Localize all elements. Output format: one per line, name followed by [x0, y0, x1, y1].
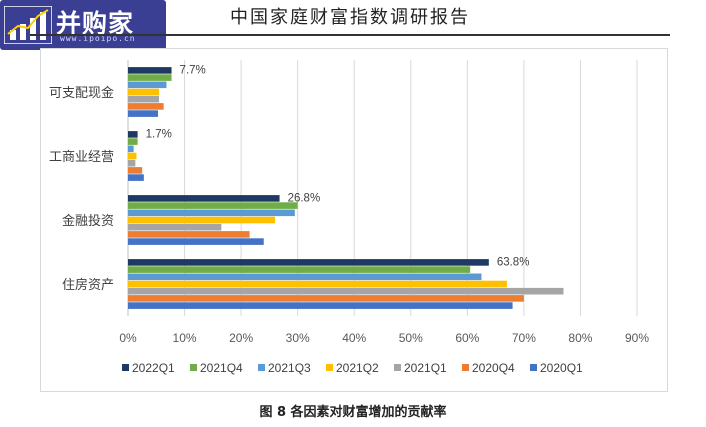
- bar: [128, 266, 471, 273]
- bar: [128, 145, 134, 153]
- legend-label: 2020Q4: [472, 361, 515, 375]
- legend-label: 2021Q2: [336, 361, 379, 375]
- figure-caption: 图 8 各因素对财富增加的贡献率: [259, 405, 447, 420]
- bar: [128, 202, 298, 209]
- legend-swatch: [530, 364, 537, 371]
- legend-swatch: [394, 364, 401, 371]
- category-label: 可支配现金: [49, 85, 114, 101]
- bar: [128, 295, 524, 302]
- report-title: 中国家庭财富指数调研报告: [230, 7, 470, 28]
- x-tick-label: 90%: [625, 331, 649, 345]
- bar-chart-logo-icon: [4, 6, 52, 44]
- x-tick-label: 70%: [512, 331, 536, 345]
- bar: [128, 159, 136, 167]
- bar: [128, 110, 158, 117]
- logo-url: www.ipoipo.cn: [60, 34, 136, 43]
- bar: [128, 152, 137, 160]
- legend-label: 2021Q1: [404, 361, 447, 375]
- bar: [128, 302, 513, 309]
- x-tick-label: 30%: [286, 331, 310, 345]
- x-tick-label: 60%: [455, 331, 479, 345]
- legend-swatch: [258, 364, 265, 371]
- category-label: 住房资产: [62, 277, 114, 293]
- x-tick-label: 50%: [399, 331, 423, 345]
- legend-swatch: [190, 364, 197, 371]
- legend-label: 2022Q1: [132, 361, 175, 375]
- legend-swatch: [122, 364, 129, 371]
- x-tick-label: 20%: [229, 331, 253, 345]
- bar: [128, 67, 172, 74]
- legend-label: 2021Q3: [268, 361, 311, 375]
- legend-label: 2021Q4: [200, 361, 243, 375]
- bar: [128, 195, 280, 202]
- bar: [128, 95, 160, 103]
- legend-label: 2020Q1: [540, 361, 583, 375]
- bar: [128, 88, 160, 96]
- contribution-bar-chart: 0% 10% 20% 30% 40% 50% 60% 70% 80% 90% 可支配现金 7.7% 工商…: [49, 60, 649, 375]
- bar: [128, 216, 276, 224]
- bar: [128, 273, 482, 281]
- x-tick-label: 40%: [342, 331, 366, 345]
- bar: [128, 209, 295, 217]
- bar: [128, 259, 489, 266]
- bar: [128, 103, 164, 110]
- bar: [128, 238, 264, 245]
- x-tick-label: 10%: [173, 331, 197, 345]
- bar: [128, 167, 143, 174]
- bar: [128, 223, 222, 231]
- bar: [128, 231, 250, 238]
- data-label: 7.7%: [180, 65, 206, 77]
- category-label: 工商业经营: [49, 150, 114, 165]
- legend-swatch: [462, 364, 469, 371]
- bar: [128, 174, 144, 181]
- bar: [128, 81, 167, 89]
- bar: [128, 287, 564, 295]
- bar: [128, 280, 507, 288]
- bar: [128, 131, 138, 138]
- bar: [128, 74, 172, 81]
- site-logo: 并购家 www.ipoipo.cn: [0, 0, 166, 50]
- bar: [128, 138, 138, 145]
- data-label: 26.8%: [288, 193, 321, 205]
- category-label: 金融投资: [62, 213, 114, 229]
- data-label: 1.7%: [146, 129, 172, 141]
- logo-name: 并购家: [56, 9, 135, 38]
- data-label: 63.8%: [497, 257, 530, 269]
- x-tick-label: 80%: [568, 331, 592, 345]
- x-tick-label: 0%: [119, 331, 137, 345]
- legend-swatch: [326, 364, 333, 371]
- header-divider: [30, 34, 670, 36]
